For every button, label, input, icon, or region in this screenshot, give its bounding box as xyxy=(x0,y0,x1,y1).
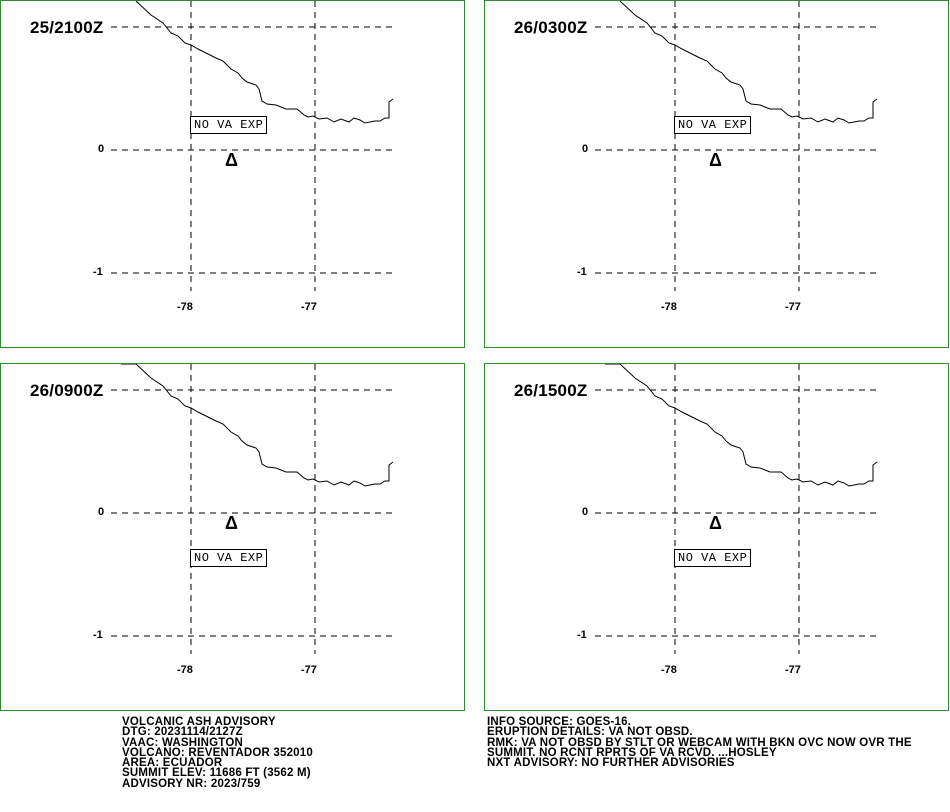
lat-label-0: 0 xyxy=(98,506,105,518)
volcano-icon: Δ xyxy=(225,513,238,533)
va-status-label: NO VA EXP xyxy=(674,549,752,567)
panel-valid-time: 26/1500Z xyxy=(514,381,588,400)
map-panel-4: 26/1500Z 0 -1 -78 -77 NO VA EXP Δ xyxy=(484,363,949,711)
lon-label-minus77: -77 xyxy=(785,664,801,676)
map-panel-1: 25/2100Z 0 -1 -78 -77 NO VA EXP Δ xyxy=(0,0,465,348)
map-panel-3: 26/0900Z 0 -1 -78 -77 NO VA EXP Δ xyxy=(0,363,465,711)
advisory-number: ADVISORY NR: 2023/759 xyxy=(122,777,261,790)
lon-label-minus77: -77 xyxy=(301,301,317,313)
advisory-info-source: INFO SOURCE: GOES-16. xyxy=(487,716,632,728)
lon-label-minus77: -77 xyxy=(785,301,801,313)
map-graphics xyxy=(111,364,394,654)
lat-label-0: 0 xyxy=(582,143,589,155)
lon-label-minus78: -78 xyxy=(177,301,193,313)
advisory-vaac: VAAC: WASHINGTON xyxy=(122,736,243,749)
advisory-remarks-2: SUMMIT. NO RCNT RPRTS OF VA RCVD. ...HOS… xyxy=(487,746,777,759)
map-graphics xyxy=(111,1,394,291)
va-status-label: NO VA EXP xyxy=(674,116,752,134)
panel-valid-time: 26/0300Z xyxy=(514,18,588,37)
map-graphics xyxy=(595,364,878,654)
advisory-details-text: INFO SOURCE: GOES-16. ERUPTION DETAILS: … xyxy=(487,716,912,770)
advisory-eruption-details: ERUPTION DETAILS: VA NOT OBSD. xyxy=(487,726,693,739)
advisory-title: VOLCANIC ASH ADVISORY xyxy=(122,716,276,728)
panel-valid-time: 25/2100Z xyxy=(30,18,104,37)
va-status-label: NO VA EXP xyxy=(190,116,268,134)
lon-label-minus78: -78 xyxy=(177,664,193,676)
advisory-next: NXT ADVISORY: NO FURTHER ADVISORIES xyxy=(487,757,735,770)
volcano-icon: Δ xyxy=(709,513,722,533)
lat-label-minus1: -1 xyxy=(93,629,103,641)
advisory-volcano: VOLCANO: REVENTADOR 352010 xyxy=(122,746,313,759)
lat-label-0: 0 xyxy=(98,143,105,155)
volcano-icon: Δ xyxy=(709,150,722,170)
advisory-dtg: DTG: 20231114/2127Z xyxy=(122,726,243,739)
advisory-summit-elev: SUMMIT ELEV: 11686 FT (3562 M) xyxy=(122,767,311,780)
advisory-area: AREA: ECUADOR xyxy=(122,757,223,770)
lat-label-minus1: -1 xyxy=(577,266,587,278)
map-panel-2: 26/0300Z 0 -1 -78 -77 NO VA EXP Δ xyxy=(484,0,949,348)
lon-label-minus77: -77 xyxy=(301,664,317,676)
va-status-label: NO VA EXP xyxy=(190,549,268,567)
lat-label-minus1: -1 xyxy=(93,266,103,278)
advisory-remarks-1: RMK: VA NOT OBSD BY STLT OR WEBCAM WITH … xyxy=(487,736,912,749)
lat-label-minus1: -1 xyxy=(577,629,587,641)
lat-label-0: 0 xyxy=(582,506,589,518)
map-graphics xyxy=(595,1,878,291)
lon-label-minus78: -78 xyxy=(661,664,677,676)
volcano-icon: Δ xyxy=(225,150,238,170)
panel-valid-time: 26/0900Z xyxy=(30,381,104,400)
lon-label-minus78: -78 xyxy=(661,301,677,313)
advisory-header-text: VOLCANIC ASH ADVISORY DTG: 20231114/2127… xyxy=(122,716,313,790)
